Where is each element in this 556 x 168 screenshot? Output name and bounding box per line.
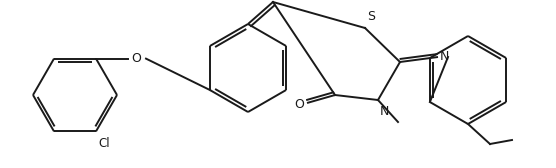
Text: Cl: Cl: [98, 137, 110, 150]
Text: N: N: [440, 51, 449, 64]
Text: S: S: [367, 10, 375, 23]
Text: O: O: [131, 52, 141, 65]
Text: N: N: [380, 105, 389, 118]
Text: O: O: [294, 98, 304, 112]
